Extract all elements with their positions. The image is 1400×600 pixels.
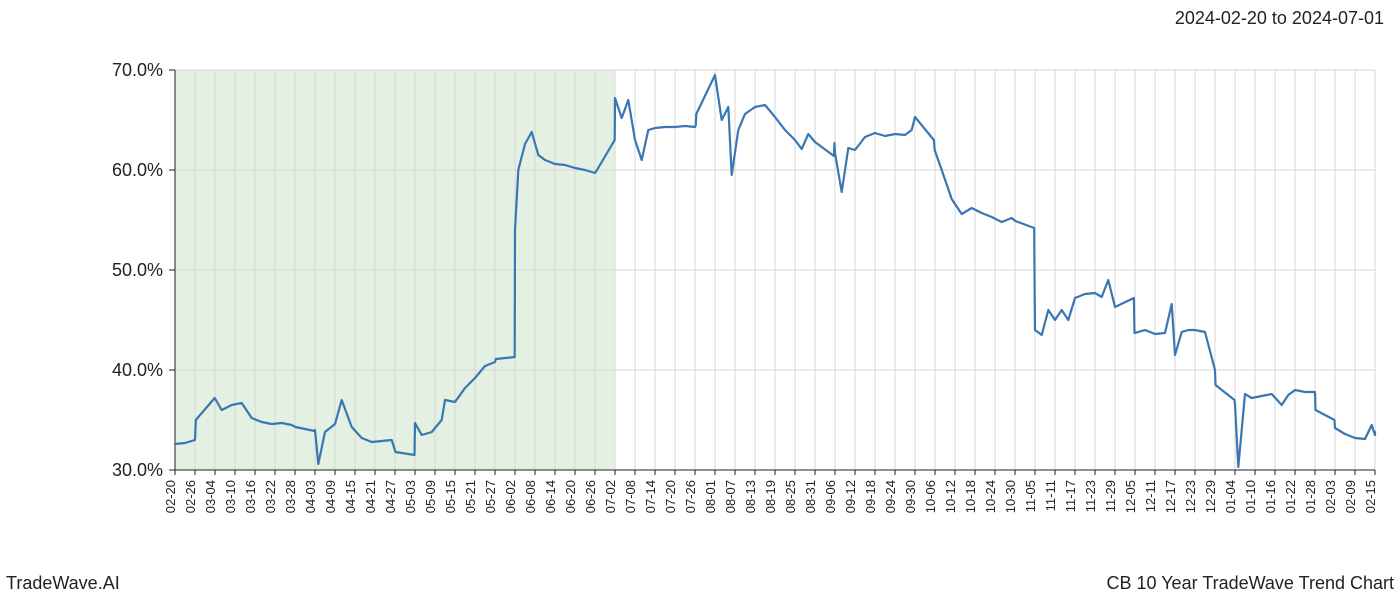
x-tick-label: 06-20	[563, 480, 578, 513]
x-tick-label: 03-28	[283, 480, 298, 513]
x-tick-label: 01-22	[1283, 480, 1298, 513]
x-tick-label: 01-04	[1223, 480, 1238, 513]
trend-chart: 30.0% 40.0% 50.0% 60.0% 70.0% 02-20 02-26 03-04…	[0, 50, 1400, 560]
x-tick-label: 02-20	[163, 480, 178, 513]
x-tick-label: 08-13	[743, 480, 758, 513]
date-range-label: 2024-02-20 to 2024-07-01	[1175, 8, 1384, 29]
x-tick-label: 08-07	[723, 480, 738, 513]
x-tick-label: 10-12	[943, 480, 958, 513]
x-tick-label: 03-16	[243, 480, 258, 513]
x-tick-label: 02-03	[1323, 480, 1338, 513]
x-tick-label: 05-15	[443, 480, 458, 513]
x-tick-label: 06-08	[523, 480, 538, 513]
x-tick-label: 05-27	[483, 480, 498, 513]
x-tick-label: 04-03	[303, 480, 318, 513]
x-tick-label: 11-17	[1063, 480, 1078, 512]
y-tick-label: 70.0%	[112, 60, 163, 80]
x-tick-label: 06-02	[503, 480, 518, 513]
x-tick-label: 12-23	[1183, 480, 1198, 513]
x-tick-label: 09-30	[903, 480, 918, 513]
x-tick-label: 07-26	[683, 480, 698, 513]
y-tick-label: 50.0%	[112, 260, 163, 280]
x-tick-label: 08-25	[783, 480, 798, 513]
x-tick-label: 11-11	[1043, 480, 1058, 511]
x-tick-label: 02-09	[1343, 480, 1358, 513]
y-tick-label: 40.0%	[112, 360, 163, 380]
x-tick-label: 03-04	[203, 480, 218, 513]
x-tick-label: 02-15	[1363, 480, 1378, 513]
x-tick-label: 01-28	[1303, 480, 1318, 513]
x-tick-label: 06-14	[543, 480, 558, 513]
chart-container: 30.0% 40.0% 50.0% 60.0% 70.0% 02-20 02-26 03-04…	[0, 50, 1400, 560]
x-tick-label: 07-08	[623, 480, 638, 513]
x-tick-label: 11-23	[1083, 480, 1098, 512]
x-tick-label: 12-17	[1163, 480, 1178, 513]
x-tick-label: 09-06	[823, 480, 838, 513]
x-tick-label: 08-31	[803, 480, 818, 513]
x-tick-label: 09-24	[883, 480, 898, 513]
x-tick-label: 11-29	[1103, 480, 1118, 512]
x-tick-label: 03-10	[223, 480, 238, 513]
x-tick-label: 04-15	[343, 480, 358, 513]
x-tick-label: 06-26	[583, 480, 598, 513]
x-tick-label: 01-10	[1243, 480, 1258, 513]
x-tick-label: 07-14	[643, 480, 658, 513]
x-tick-label: 03-22	[263, 480, 278, 513]
chart-title: CB 10 Year TradeWave Trend Chart	[1107, 573, 1395, 594]
x-tick-label: 11-05	[1023, 480, 1038, 512]
x-tick-label: 07-20	[663, 480, 678, 513]
x-tick-label: 10-06	[923, 480, 938, 513]
x-tick-label: 10-24	[983, 480, 998, 513]
x-tick-label: 02-26	[183, 480, 198, 513]
x-tick-label: 12-29	[1203, 480, 1218, 513]
x-tick-label: 10-30	[1003, 480, 1018, 513]
x-tick-label: 05-03	[403, 480, 418, 513]
x-tick-label: 04-21	[363, 480, 378, 513]
x-tick-label: 09-18	[863, 480, 878, 513]
x-tick-label: 08-19	[763, 480, 778, 513]
x-tick-label: 12-11	[1143, 480, 1158, 512]
x-tick-label: 05-09	[423, 480, 438, 513]
brand-label: TradeWave.AI	[6, 573, 120, 594]
x-tick-label: 04-27	[383, 480, 398, 513]
x-tick-label: 12-05	[1123, 480, 1138, 513]
x-tick-label: 07-02	[603, 480, 618, 513]
x-tick-label: 08-01	[703, 480, 718, 513]
y-tick-label: 60.0%	[112, 160, 163, 180]
x-tick-label: 09-12	[843, 480, 858, 513]
x-tick-label: 10-18	[963, 480, 978, 513]
x-tick-label: 01-16	[1263, 480, 1278, 513]
x-tick-label: 04-09	[323, 480, 338, 513]
y-tick-label: 30.0%	[112, 460, 163, 480]
x-tick-label: 05-21	[463, 480, 478, 513]
